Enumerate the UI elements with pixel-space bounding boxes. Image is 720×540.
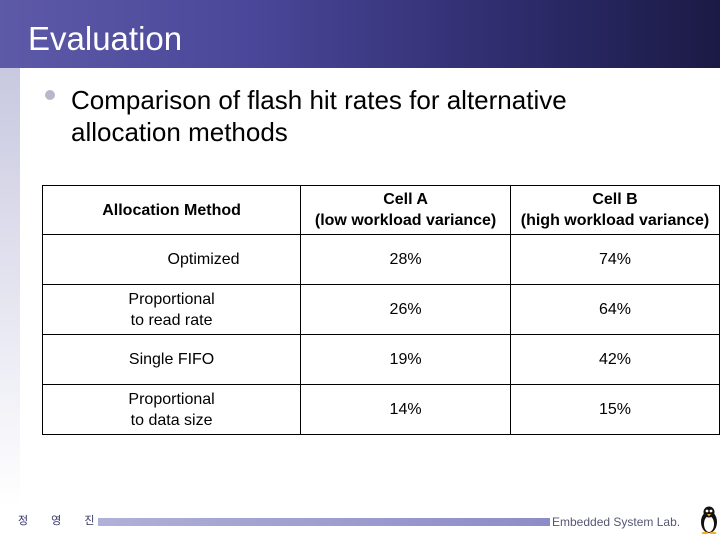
header-cell-b-subtitle: (high workload variance) — [520, 212, 710, 229]
method-cell: Proportional to data size — [41, 384, 302, 435]
header-method: Allocation Method — [41, 185, 302, 235]
table-row: Single FIFO 19% 42% — [41, 334, 720, 385]
header-cell-a: Cell A (low workload variance) — [300, 185, 511, 235]
header-cell-a-subtitle: (low workload variance) — [314, 212, 497, 229]
method-label-line2: to read rate — [130, 311, 213, 329]
cell-b-value: 74% — [510, 234, 720, 285]
author-name: 정 영 진 — [18, 515, 105, 527]
cell-a-value: 14% — [300, 384, 511, 435]
table-row: Optimized 28% 74% — [41, 234, 720, 285]
cell-a-value: 26% — [300, 284, 511, 335]
cell-a-value: 28% — [300, 234, 511, 285]
bullet-icon — [45, 90, 55, 100]
table-header-row: Allocation Method Cell A (low workload v… — [41, 185, 720, 235]
method-label: Proportional — [128, 290, 215, 308]
cell-a-value: 19% — [300, 334, 511, 385]
table-row: Proportional to data size 14% 15% — [41, 384, 720, 435]
table-row: Proportional to read rate 26% 64% — [41, 284, 720, 335]
method-label: Proportional — [128, 390, 215, 408]
bullet-text: Comparison of flash hit rates for altern… — [71, 85, 567, 147]
method-cell: Proportional to read rate — [41, 284, 302, 335]
cell-b-value: 15% — [510, 384, 720, 435]
cell-b-value: 64% — [510, 284, 720, 335]
cell-b-value: 42% — [510, 334, 720, 385]
method-cell: Single FIFO — [41, 334, 302, 385]
lab-name: Embedded System Lab. — [552, 515, 681, 529]
footer-bar — [98, 518, 550, 526]
method-label: Single FIFO — [128, 351, 215, 368]
method-label-line2: to data size — [130, 411, 213, 429]
header-cell-a-title: Cell A — [383, 191, 428, 208]
method-label: Optimized — [167, 251, 240, 268]
method-cell: Optimized — [41, 234, 302, 285]
penguin-icon — [701, 506, 717, 534]
hit-rate-table: Allocation Method Cell A (low workload v… — [41, 185, 720, 435]
slide-title: Evaluation — [28, 20, 183, 57]
left-decoration — [0, 68, 20, 508]
header-cell-b: Cell B (high workload variance) — [510, 185, 720, 235]
header-cell-b-title: Cell B — [592, 191, 638, 208]
title-bar: Evaluation — [0, 0, 720, 68]
